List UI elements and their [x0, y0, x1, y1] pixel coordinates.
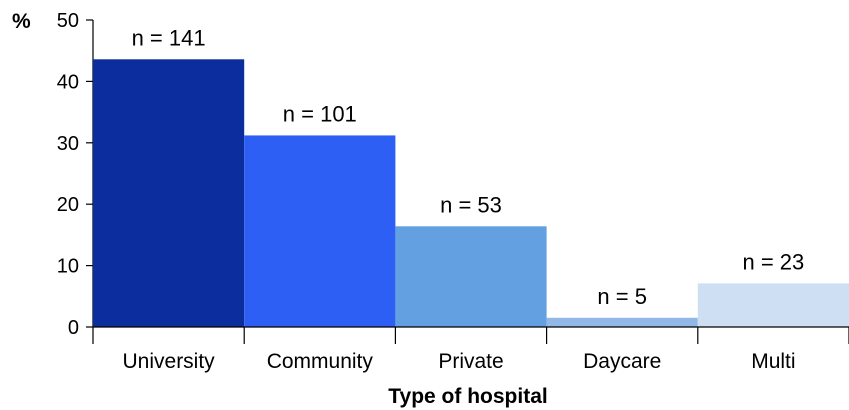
- bar-community: [244, 135, 396, 327]
- x-tick-label: Multi: [751, 350, 795, 373]
- data-label: n = 23: [743, 249, 805, 274]
- y-tick-label: 20: [57, 194, 79, 216]
- data-label: n = 141: [132, 25, 206, 50]
- y-axis: 0 10 20 30 40 50: [57, 10, 94, 344]
- data-label: n = 5: [597, 284, 647, 309]
- bar-university: [93, 59, 245, 328]
- bars: [93, 59, 849, 328]
- x-tick-label: Community: [267, 350, 374, 373]
- bar-daycare: [546, 317, 698, 327]
- y-tick-label: 30: [57, 133, 79, 155]
- data-label: n = 101: [283, 101, 357, 126]
- x-axis: University Community Private Daycare Multi: [93, 326, 849, 373]
- y-axis-unit-label: %: [12, 10, 31, 33]
- y-tick-label: 50: [57, 10, 79, 32]
- data-labels: n = 141 n = 101 n = 53 n = 5 n = 23: [132, 25, 805, 308]
- y-tick-label: 40: [57, 71, 79, 93]
- x-tick-label: Private: [438, 350, 503, 373]
- data-label: n = 53: [440, 192, 502, 217]
- bar-private: [395, 226, 547, 327]
- x-axis-title: Type of hospital: [388, 385, 547, 408]
- x-tick-label: Daycare: [583, 350, 661, 373]
- y-tick-label: 10: [57, 256, 79, 278]
- y-tick-label: 0: [68, 317, 79, 339]
- bar-multi: [697, 283, 849, 327]
- x-tick-label: University: [123, 350, 216, 373]
